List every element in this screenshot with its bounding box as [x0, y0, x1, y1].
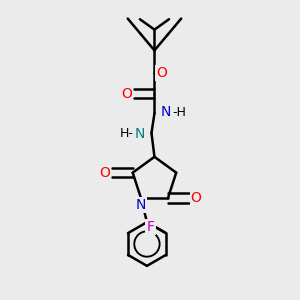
Text: O: O [121, 86, 132, 100]
Text: O: O [191, 191, 202, 205]
Text: O: O [157, 66, 167, 80]
Text: N: N [136, 198, 146, 212]
Text: O: O [99, 166, 110, 180]
Text: N: N [135, 127, 146, 141]
Text: F: F [147, 220, 154, 234]
Text: -H: -H [172, 106, 186, 119]
Text: N: N [160, 105, 171, 119]
Text: H-: H- [120, 127, 134, 140]
